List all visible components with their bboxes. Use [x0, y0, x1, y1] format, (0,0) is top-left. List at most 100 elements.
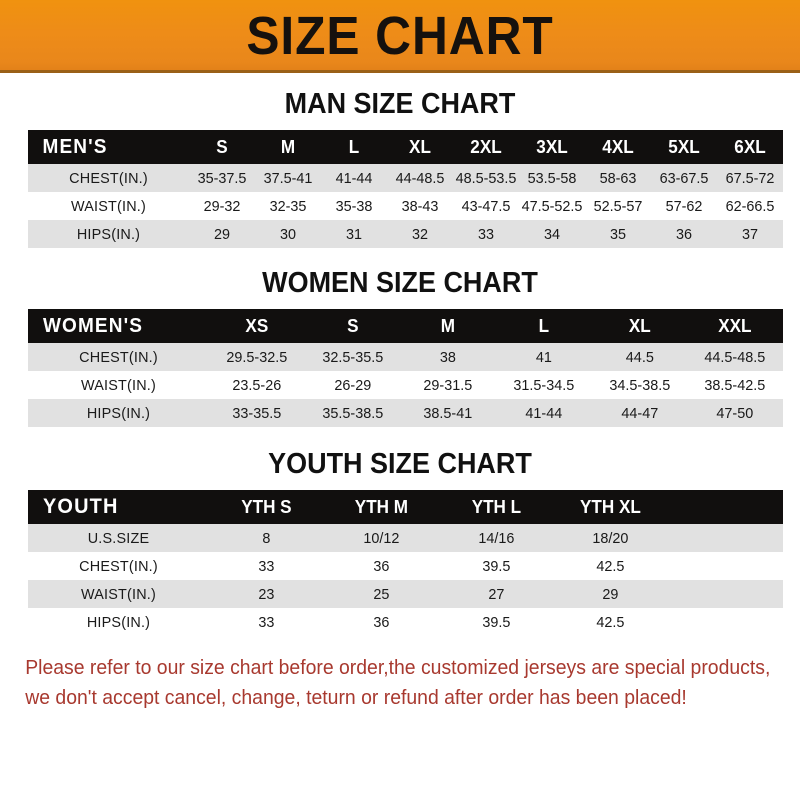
youth-section-title: YOUTH SIZE CHART	[268, 448, 532, 480]
measurement-cell: 41	[535, 348, 552, 366]
measurement-cell: 37.5-41	[263, 169, 313, 187]
row-label: HIPS(IN.)	[76, 225, 141, 243]
row-label: CHEST(IN.)	[69, 169, 148, 187]
men-column-header: 6XL	[734, 136, 766, 157]
women-header-row: WOMEN'S XS S M L XL XXL	[28, 309, 783, 343]
measurement-cell: 47.5-52.5	[521, 197, 583, 215]
measurement-cell: 27	[487, 585, 504, 603]
measurement-cell: 67.5-72	[725, 169, 775, 187]
page-title: SIZE CHART	[246, 5, 554, 66]
measurement-cell: 34	[543, 225, 561, 243]
table-row: CHEST(IN.) 33 36 39.5 42.5	[28, 552, 783, 580]
women-table-wrap: WOMEN'S XS S M L XL XXL CHEST(IN.) 29.5-32.5 32.5…	[28, 309, 783, 427]
table-row: CHEST(IN.) 35-37.5 37.5-41 41-44 44-48.5 48.5…	[28, 164, 783, 192]
youth-column-header-spacer	[671, 490, 780, 524]
men-column-header: 2XL	[470, 136, 502, 157]
measurement-cell: 39.5	[481, 613, 511, 631]
youth-column-header: YTH M	[354, 496, 408, 517]
row-label: HIPS(IN.)	[86, 613, 151, 631]
men-column-header: 5XL	[668, 136, 700, 157]
measurement-cell: 42.5	[596, 613, 625, 631]
row-label: WAIST(IN.)	[81, 585, 156, 603]
measurement-cell: 36	[373, 613, 390, 631]
measurement-cell: 36	[675, 225, 693, 243]
table-row: WAIST(IN.) 23 25 27 29	[28, 580, 783, 608]
row-label: WAIST(IN.)	[71, 197, 146, 215]
men-column-header: XL	[409, 136, 431, 157]
order-policy-note: Please refer to our size chart before or…	[0, 653, 776, 713]
men-header-row: MEN'S S M L XL 2XL 3XL 4XL 5XL 6XL	[28, 130, 783, 164]
measurement-cell: 23	[258, 585, 275, 603]
measurement-cell: 35	[609, 225, 627, 243]
measurement-cell: 38.5-41	[423, 404, 473, 422]
measurement-cell: 30	[279, 225, 297, 243]
table-row: HIPS(IN.) 29 30 31 32 33 34 35 36 37	[28, 220, 783, 248]
measurement-cell: 8	[262, 529, 271, 547]
measurement-cell: 25	[373, 585, 390, 603]
measurement-cell: 47-50	[716, 404, 754, 422]
measurement-cell: 29	[213, 225, 231, 243]
table-row: WAIST(IN.) 29-32 32-35 35-38 38-43 43-47.5 47.…	[28, 192, 783, 220]
measurement-cell: 26-29	[334, 376, 371, 394]
youth-header-row: YOUTH YTH S YTH M YTH L YTH XL	[28, 490, 783, 524]
order-policy-line-2: we don't accept cancel, change, teturn o…	[25, 687, 687, 709]
men-size-table: MEN'S S M L XL 2XL 3XL 4XL 5XL 6XL CHEST(IN.) 35-37…	[28, 130, 783, 248]
measurement-cell: 39.5	[481, 557, 511, 575]
women-header-label: WOMEN'S	[42, 314, 144, 337]
measurement-cell: 35-38	[335, 197, 373, 215]
men-column-header: S	[216, 136, 228, 157]
row-label: CHEST(IN.)	[79, 557, 158, 575]
youth-column-header: YTH L	[471, 496, 521, 517]
table-row: CHEST(IN.) 29.5-32.5 32.5-35.5 38 41 44.5 44.5…	[28, 343, 783, 371]
measurement-cell: 48.5-53.5	[455, 169, 517, 187]
measurement-cell: 33	[258, 557, 275, 575]
measurement-cell: 29.5-32.5	[226, 348, 288, 366]
men-table-wrap: MEN'S S M L XL 2XL 3XL 4XL 5XL 6XL CHEST(IN.) 35-37…	[28, 130, 783, 248]
men-column-header: M	[280, 136, 296, 157]
women-column-header: XL	[628, 315, 651, 336]
men-column-header: 4XL	[602, 136, 634, 157]
measurement-cell: 33-35.5	[232, 404, 282, 422]
measurement-cell: 62-66.5	[725, 197, 775, 215]
measurement-cell: 33	[258, 613, 275, 631]
measurement-cell: 38	[440, 348, 457, 366]
table-row: U.S.SIZE 8 10/12 14/16 18/20	[28, 524, 783, 552]
youth-header-label: YOUTH	[42, 495, 119, 518]
measurement-cell: 29	[602, 585, 619, 603]
measurement-cell: 44-48.5	[395, 169, 445, 187]
men-section-title: MAN SIZE CHART	[284, 88, 516, 120]
measurement-cell: 58-63	[599, 169, 637, 187]
measurement-cell: 18/20	[592, 529, 629, 547]
row-label: WAIST(IN.)	[81, 376, 156, 394]
row-label: HIPS(IN.)	[86, 404, 151, 422]
women-column-header: XS	[245, 315, 269, 336]
men-header-label: MEN'S	[42, 135, 108, 158]
measurement-cell: 63-67.5	[659, 169, 709, 187]
page-banner: SIZE CHART	[0, 0, 800, 73]
measurement-cell: 52.5-57	[593, 197, 643, 215]
measurement-cell: 32	[411, 225, 429, 243]
women-column-header: M	[441, 315, 456, 336]
measurement-cell: 42.5	[596, 557, 625, 575]
youth-size-table: YOUTH YTH S YTH M YTH L YTH XL U.S.SIZE 8 10/12…	[28, 490, 783, 636]
row-label: U.S.SIZE	[87, 529, 150, 547]
measurement-cell: 31.5-34.5	[513, 376, 575, 394]
measurement-cell: 14/16	[477, 529, 515, 547]
table-row: HIPS(IN.) 33 36 39.5 42.5	[28, 608, 783, 636]
table-row: WAIST(IN.) 23.5-26 26-29 29-31.5 31.5-34.5 34…	[28, 371, 783, 399]
measurement-cell: 36	[373, 557, 390, 575]
youth-column-header: YTH XL	[580, 496, 642, 517]
women-column-header: L	[538, 315, 550, 336]
measurement-cell: 33	[477, 225, 495, 243]
women-column-header: S	[346, 315, 359, 336]
measurement-cell: 41-44	[525, 404, 563, 422]
measurement-cell: 29-31.5	[423, 376, 473, 394]
measurement-cell: 57-62	[665, 197, 703, 215]
measurement-cell: 35-37.5	[197, 169, 247, 187]
youth-table-wrap: YOUTH YTH S YTH M YTH L YTH XL U.S.SIZE 8 10/12…	[28, 490, 783, 636]
measurement-cell: 29-32	[203, 197, 241, 215]
measurement-cell: 37	[741, 225, 759, 243]
measurement-cell: 32.5-35.5	[322, 348, 383, 366]
women-column-header: XXL	[718, 315, 752, 336]
measurement-cell: 34.5-38.5	[609, 376, 670, 394]
